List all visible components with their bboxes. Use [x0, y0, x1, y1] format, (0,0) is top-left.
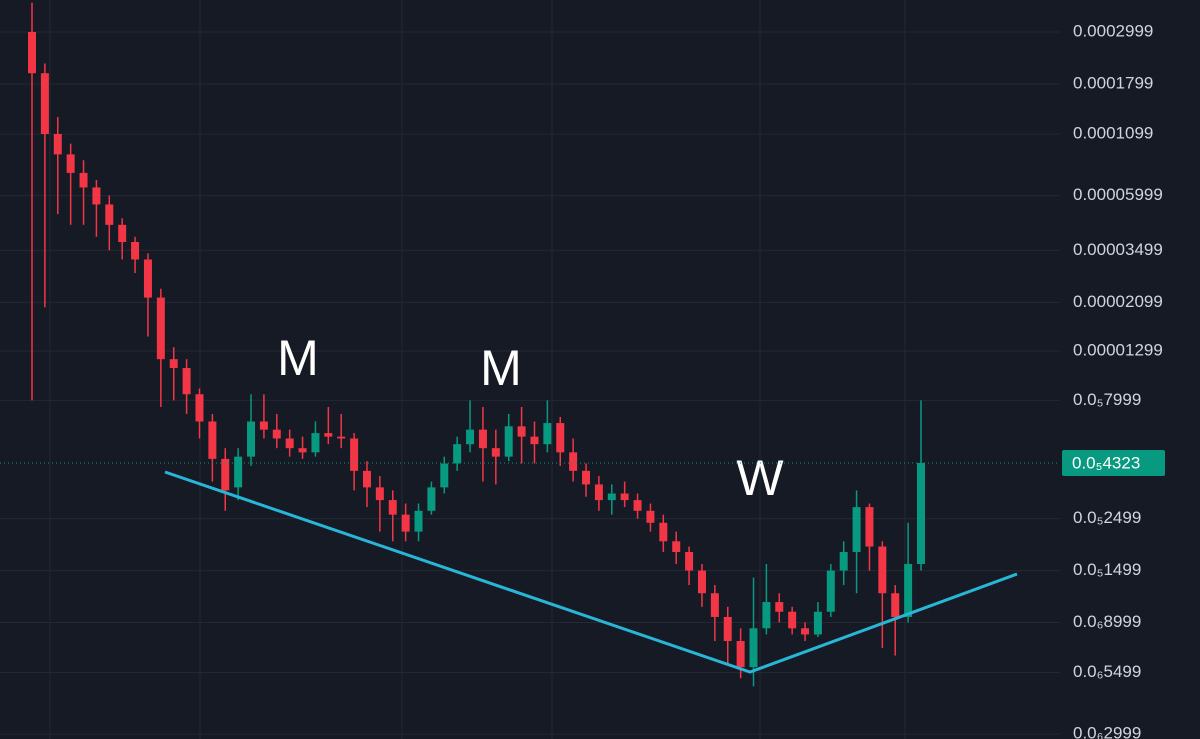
candle-body [440, 463, 449, 488]
candle-body [156, 297, 165, 360]
candle-body [826, 570, 835, 612]
y-tick-label: 0.0001799 [1073, 73, 1153, 92]
candle-body [633, 500, 642, 511]
pattern-annotation: M [277, 330, 319, 386]
candle-body [594, 484, 603, 501]
candle-body [169, 359, 178, 369]
candle-body [607, 493, 616, 501]
candle-body [182, 368, 191, 395]
candle-body [118, 224, 127, 243]
candle-body [466, 429, 475, 445]
candle-body [736, 641, 745, 668]
candle-body [337, 436, 346, 439]
candle-body [620, 493, 629, 501]
candle-body [839, 552, 848, 571]
candle-body [272, 429, 281, 439]
candle-body [92, 187, 101, 205]
candle-body [401, 514, 410, 532]
candle-body [478, 429, 487, 449]
candle-body [28, 31, 36, 74]
candle-body [659, 522, 668, 542]
candle-body [710, 593, 719, 617]
candle-body [40, 73, 49, 134]
candle-body [904, 563, 913, 617]
candle-body [685, 552, 694, 571]
candle-body [543, 423, 552, 445]
vertical-grid [49, 0, 906, 739]
price-axis: 0.0₆2999 0.0₆5499 0.0₆8999 0.0₅1499 0.0₅2499… [1073, 22, 1163, 739]
y-tick-label: 0.0₆8999 [1073, 612, 1141, 631]
candle-body [105, 204, 114, 225]
candle-body [414, 510, 423, 532]
last-price-label: 0.0₅4323 [1072, 453, 1140, 472]
candle-body [878, 546, 887, 594]
candle-body [311, 433, 320, 453]
candle-body [221, 458, 230, 491]
candle-body [131, 242, 140, 260]
candle-body [865, 507, 874, 547]
candle-body [697, 570, 706, 594]
y-tick-label: 0.0₅2499 [1073, 508, 1141, 527]
trend-line [164, 470, 1018, 674]
candle-body [53, 133, 62, 155]
candle-body [453, 444, 462, 464]
y-tick-label: 0.0₅1499 [1073, 560, 1141, 579]
candle-body [143, 259, 152, 298]
y-tick-label: 0.0₆2999 [1073, 724, 1141, 739]
candle-body [775, 602, 784, 612]
candle-body [234, 456, 243, 488]
y-tick-label: 0.0002999 [1073, 22, 1153, 41]
candle-body [504, 426, 513, 457]
candle-body [569, 452, 578, 471]
candle-body [582, 470, 591, 485]
candle-body [813, 611, 822, 635]
y-tick-label: 0.00003499 [1073, 240, 1163, 259]
candle-body [195, 394, 204, 422]
candle-body [362, 470, 371, 488]
candle-body [556, 423, 565, 453]
candle-body [517, 426, 526, 437]
candle-body [285, 438, 294, 449]
y-tick-label: 0.00005999 [1073, 185, 1163, 204]
candle-body [530, 436, 539, 445]
candle-body [891, 593, 900, 617]
candle-body [247, 421, 256, 457]
candle-body [762, 602, 771, 629]
candle-body [324, 433, 333, 437]
candle-body [749, 628, 758, 668]
candles [28, 2, 925, 687]
candle-body [788, 611, 797, 629]
candle-body [491, 448, 500, 457]
candle-body [208, 421, 217, 459]
candle-body [801, 628, 810, 635]
y-tick-label: 0.0₅7999 [1073, 390, 1141, 409]
pattern-annotation: M [480, 340, 522, 396]
horizontal-grid [0, 31, 1060, 735]
candle-body [388, 500, 397, 515]
candle-body [852, 507, 861, 553]
candle-body [79, 172, 88, 188]
candle-body [298, 448, 307, 453]
candle-body [917, 462, 925, 564]
candle-body [66, 154, 75, 173]
last-price-box [1062, 449, 1165, 476]
candle-body [259, 421, 268, 430]
candle-body [375, 487, 384, 501]
y-tick-label: 0.0001099 [1073, 124, 1153, 143]
candle-body [427, 487, 436, 511]
candle-body [350, 438, 359, 471]
y-tick-label: 0.0₆5499 [1073, 662, 1141, 681]
annotations: M M W [277, 330, 784, 506]
candle-body [672, 541, 681, 553]
candle-body [646, 510, 655, 523]
y-tick-label: 0.00001299 [1073, 341, 1163, 360]
pattern-annotation: W [736, 450, 784, 506]
y-tick-label: 0.00002099 [1073, 292, 1163, 311]
candle-body [723, 616, 732, 642]
